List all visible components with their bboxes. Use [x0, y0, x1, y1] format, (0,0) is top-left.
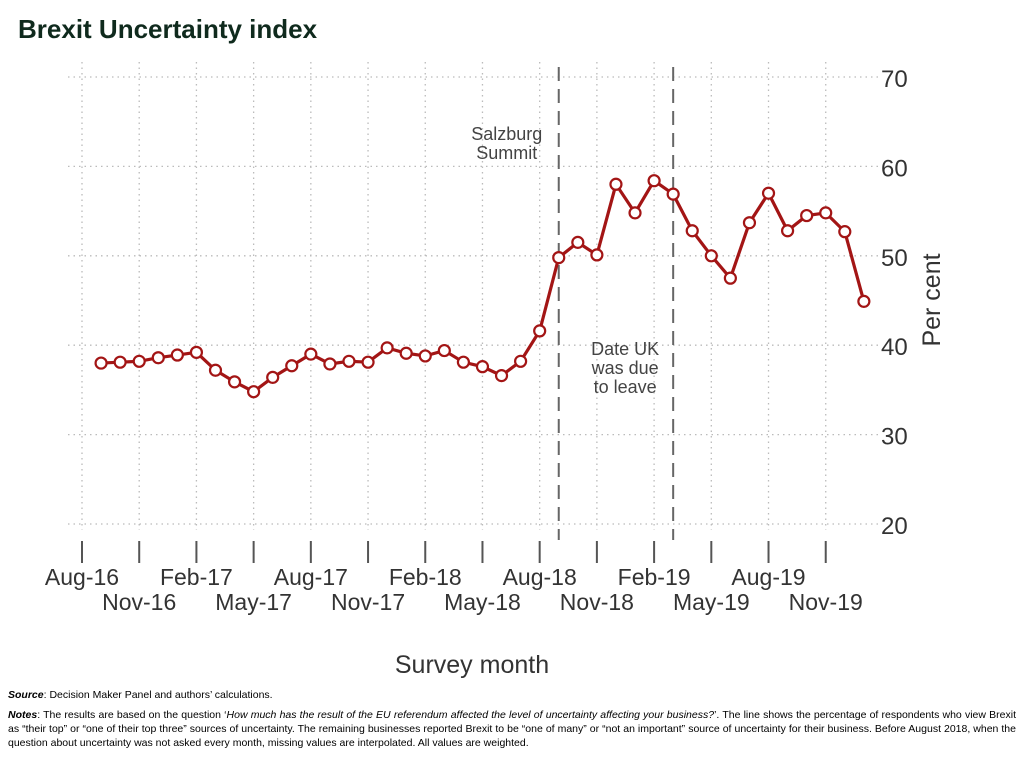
data-point [800, 208, 814, 223]
notes-label: Notes [8, 709, 38, 721]
data-point [342, 354, 356, 368]
data-point [609, 177, 623, 191]
data-point [494, 368, 509, 383]
x-tick-label: May-17 [215, 589, 292, 615]
data-point [761, 186, 776, 200]
data-point [704, 249, 718, 263]
y-tick-label: 30 [881, 424, 908, 451]
annotation-text: Summit [476, 143, 537, 163]
data-point [418, 349, 432, 363]
data-point [323, 357, 337, 371]
x-tick-label: May-19 [673, 589, 750, 615]
data-point [304, 347, 318, 361]
annotation-text: was due [591, 358, 659, 378]
x-tick-label: Aug-16 [45, 564, 119, 590]
annotation-text: Date UK [591, 339, 659, 359]
data-point [151, 351, 165, 365]
x-tick-label: Nov-16 [102, 589, 176, 615]
data-point [170, 348, 184, 362]
x-axis-label: Survey month [395, 651, 549, 679]
y-tick-label: 50 [881, 245, 908, 272]
x-tick-label: Aug-18 [503, 564, 577, 590]
x-tick-label: Nov-18 [560, 589, 634, 615]
data-point [742, 216, 757, 230]
data-point [685, 224, 699, 238]
source-text: : Decision Maker Panel and authors’ calc… [43, 689, 273, 701]
data-point [285, 359, 299, 373]
data-point [208, 363, 223, 377]
data-point [723, 271, 737, 285]
data-point [247, 385, 261, 399]
x-tick-label: Nov-17 [331, 589, 405, 615]
x-tick-label: Aug-19 [731, 564, 805, 590]
chart: 203040506070Aug-16Nov-16Feb-17May-17Aug-… [45, 62, 946, 679]
data-point [533, 324, 547, 338]
data-point [132, 354, 146, 368]
data-point [514, 354, 528, 368]
source-label: Source [8, 689, 44, 701]
notes: Notes: The results are based on the ques… [8, 708, 1016, 750]
annotation-text: to leave [594, 377, 657, 397]
data-point [189, 345, 204, 359]
data-point [857, 294, 871, 308]
data-point [94, 356, 108, 370]
data-point [628, 206, 642, 220]
notes-pre: : The results are based on the question … [37, 709, 227, 721]
data-point [838, 225, 852, 239]
data-point [113, 355, 127, 369]
data-point [399, 346, 413, 360]
x-tick-label: Aug-17 [274, 564, 348, 590]
x-tick-label: Feb-17 [160, 564, 233, 590]
data-point [456, 355, 470, 369]
y-tick-label: 20 [881, 513, 908, 540]
y-tick-label: 40 [881, 334, 908, 361]
data-point [227, 375, 242, 389]
source-note: Source: Decision Maker Panel and authors… [8, 688, 273, 702]
data-point [647, 174, 661, 188]
data-point [571, 235, 585, 249]
data-point [437, 343, 451, 358]
data-point [666, 187, 680, 201]
x-tick-label: Feb-18 [389, 564, 462, 590]
x-tick-label: May-18 [444, 589, 521, 615]
data-point [361, 355, 375, 369]
data-point [380, 341, 394, 355]
annotation-text: Salzburg [471, 124, 542, 144]
notes-question: How much has the result of the EU refere… [226, 709, 715, 721]
data-point [475, 360, 490, 374]
y-axis-label: Per cent [918, 253, 946, 346]
data-point [590, 248, 604, 262]
page-title: Brexit Uncertainty index [18, 14, 318, 44]
notes-post: ’. The line shows the percentage of resp… [8, 709, 1016, 749]
data-point [266, 370, 280, 384]
x-tick-label: Nov-19 [789, 589, 863, 615]
y-tick-label: 70 [881, 66, 908, 93]
data-point [819, 206, 833, 220]
x-tick-label: Feb-19 [618, 564, 691, 590]
y-tick-label: 60 [881, 155, 908, 182]
data-point [780, 224, 795, 238]
data-point [552, 250, 566, 265]
